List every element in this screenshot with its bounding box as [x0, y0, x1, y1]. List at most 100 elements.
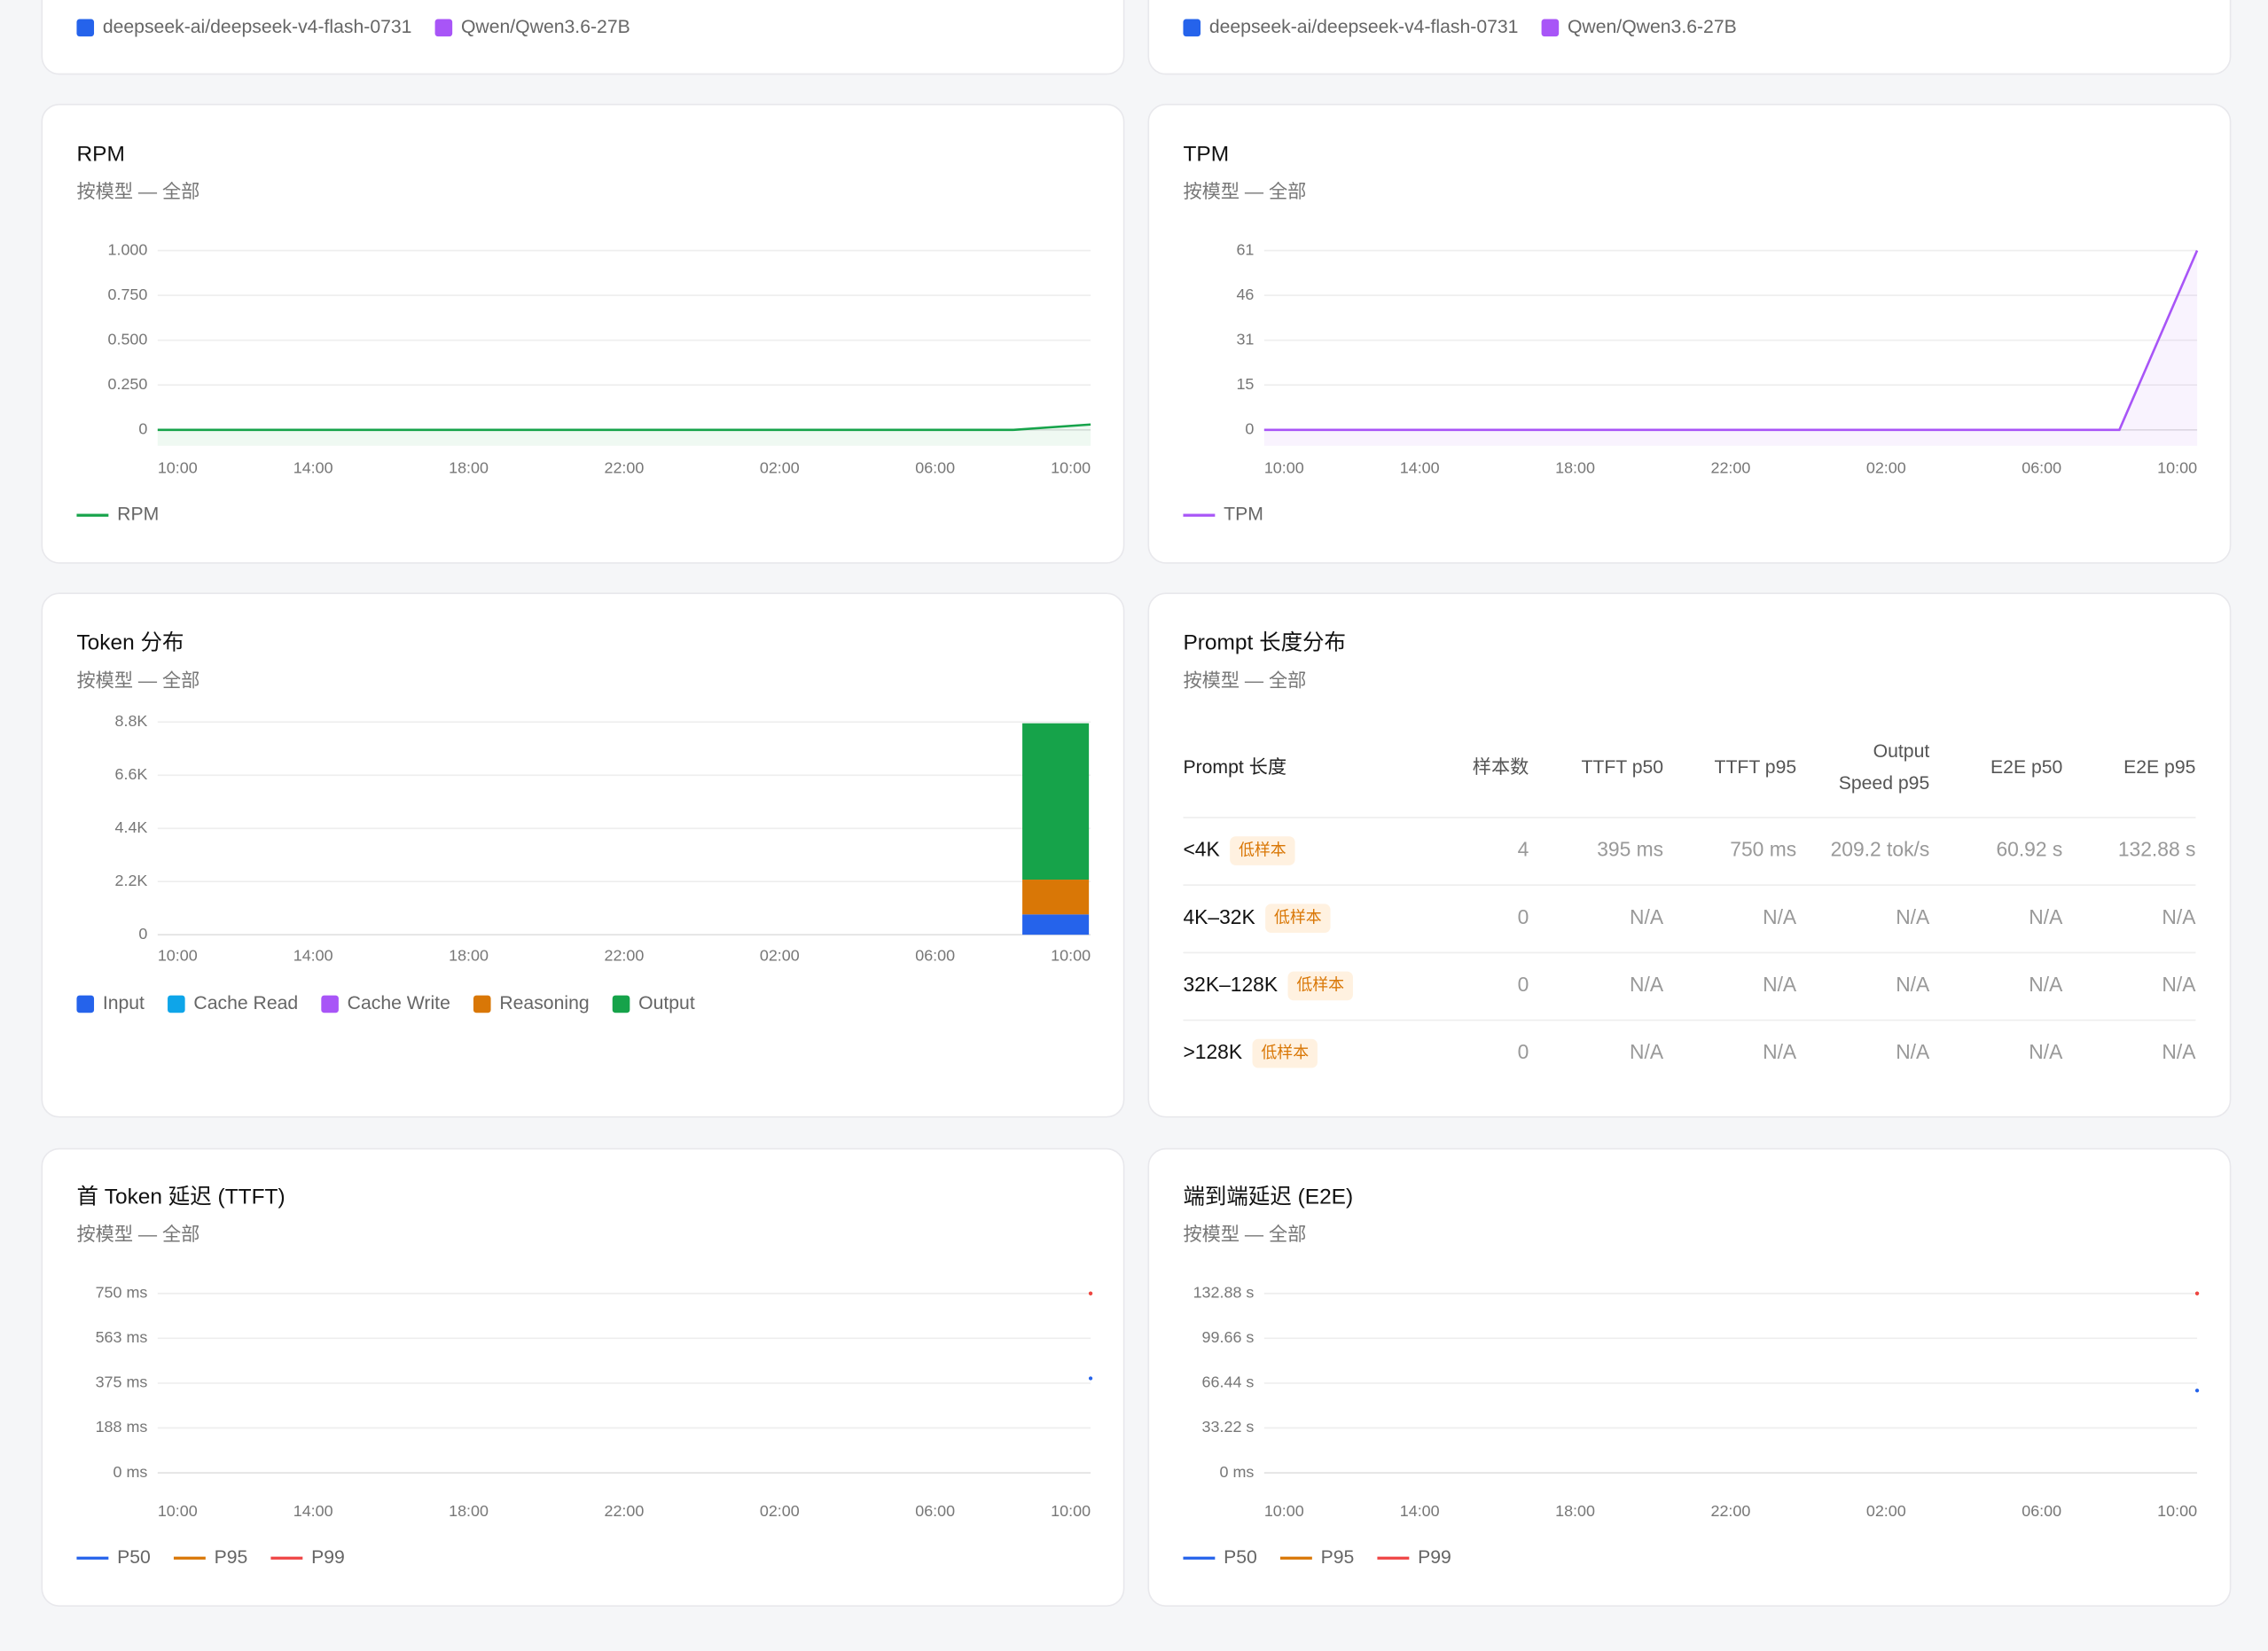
legend-swatch [76, 995, 95, 1013]
y-tick-label: 66.44 s [1202, 1373, 1255, 1391]
row-label: >128K [1183, 1040, 1242, 1063]
table-cell: N/A [1630, 1040, 1664, 1063]
legend-swatch [1541, 19, 1560, 37]
table-header: E2E p95 [2123, 757, 2195, 778]
legend-label: Cache Write [348, 993, 450, 1013]
x-tick-label: 14:00 [293, 946, 333, 964]
card [41, 592, 1125, 1118]
table-cell: N/A [1763, 1040, 1797, 1063]
card [41, 0, 1125, 75]
table-cell: N/A [1630, 905, 1664, 928]
table-cell: N/A [2029, 973, 2063, 996]
legend-label: Qwen/Qwen3.6-27B [1568, 17, 1737, 37]
y-tick-label: 132.88 s [1193, 1283, 1255, 1301]
legend-label: Qwen/Qwen3.6-27B [461, 17, 630, 37]
legend-label: Output [638, 993, 695, 1013]
data-point [1088, 1291, 1093, 1295]
table-cell: 132.88 s [2118, 838, 2196, 861]
x-tick-label: 10:00 [2157, 1502, 2197, 1520]
badge-label: 低样本 [1274, 908, 1322, 926]
x-tick-label: 02:00 [760, 459, 800, 477]
table-header: Speed p95 [1839, 773, 1930, 794]
x-tick-label: 18:00 [449, 1502, 489, 1520]
table-cell: 0 [1518, 905, 1529, 928]
table-cell: N/A [2162, 905, 2196, 928]
card [1147, 1147, 2232, 1607]
chart-subtitle: 按模型 — 全部 [76, 1224, 199, 1245]
table-cell: 209.2 tok/s [1831, 838, 1930, 861]
table-cell: 395 ms [1597, 838, 1663, 861]
table-cell: N/A [1896, 905, 1930, 928]
legend-label: P99 [311, 1547, 345, 1568]
y-tick-label: 15 [1236, 375, 1254, 393]
legend-swatch [434, 19, 453, 37]
y-tick-label: 33.22 s [1202, 1418, 1255, 1436]
y-tick-label: 46 [1236, 286, 1254, 303]
y-tick-label: 0 [138, 420, 147, 438]
y-tick-label: 6.6K [114, 765, 147, 783]
x-tick-label: 06:00 [915, 459, 955, 477]
x-tick-label: 10:00 [158, 1502, 198, 1520]
table-cell: 750 ms [1730, 838, 1796, 861]
chart-subtitle: 按模型 — 全部 [76, 181, 199, 202]
legend-label: Reasoning [499, 993, 589, 1013]
row-label: <4K [1183, 838, 1219, 861]
table-header: E2E p50 [1990, 757, 2062, 778]
x-tick-label: 22:00 [604, 459, 644, 477]
chart-title: Token 分布 [76, 630, 184, 655]
x-tick-label: 18:00 [449, 459, 489, 477]
table-cell: 0 [1518, 973, 1529, 996]
x-tick-label: 10:00 [158, 946, 198, 964]
row-label: 32K–128K [1183, 973, 1278, 996]
table-cell: N/A [2029, 1040, 2063, 1063]
x-tick-label: 06:00 [2022, 459, 2061, 477]
legend-label: RPM [117, 505, 159, 525]
legend-label: P99 [1418, 1547, 1451, 1568]
y-tick-label: 0 [1245, 420, 1254, 438]
badge [1287, 971, 1353, 1001]
table-header: Output [1873, 741, 1930, 762]
badge [1230, 836, 1295, 865]
x-tick-label: 18:00 [1555, 1502, 1595, 1520]
x-tick-label: 22:00 [1710, 1502, 1750, 1520]
legend-swatch [473, 995, 491, 1013]
x-tick-label: 02:00 [760, 946, 800, 964]
table-cell: 4 [1518, 838, 1529, 861]
data-point [2194, 1291, 2200, 1295]
legend-swatch [1183, 19, 1201, 37]
table-cell: N/A [1896, 973, 1930, 996]
legend-label: P50 [1224, 1547, 1257, 1568]
chart-subtitle: 按模型 — 全部 [1183, 1224, 1306, 1245]
table-header: Prompt 长度 [1183, 756, 1287, 778]
x-tick-label: 10:00 [1264, 1502, 1304, 1520]
table-title: Prompt 长度分布 [1183, 630, 1346, 655]
bar-segment [1022, 723, 1090, 880]
y-tick-label: 0.750 [108, 286, 148, 303]
y-tick-label: 99.66 s [1202, 1328, 1255, 1346]
area [157, 424, 1091, 446]
card [1147, 592, 2232, 1118]
y-tick-label: 0 ms [113, 1463, 148, 1481]
chart-subtitle: 按模型 — 全部 [76, 669, 199, 691]
legend-swatch [321, 995, 339, 1013]
x-tick-label: 18:00 [449, 946, 489, 964]
table-cell: 0 [1518, 1040, 1529, 1063]
bar-segment [1022, 914, 1090, 935]
x-tick-label: 06:00 [915, 1502, 955, 1520]
y-tick-label: 0.500 [108, 330, 148, 348]
table-cell: N/A [2029, 905, 2063, 928]
y-tick-label: 188 ms [96, 1418, 148, 1436]
x-tick-label: 10:00 [1264, 459, 1304, 477]
chart-title: 端到端延迟 (E2E) [1183, 1185, 1353, 1209]
card [1147, 0, 2232, 75]
table-cell: N/A [2162, 1040, 2196, 1063]
y-tick-label: 8.8K [114, 712, 147, 730]
x-tick-label: 02:00 [760, 1502, 800, 1520]
row-label: 4K–32K [1183, 905, 1255, 928]
table-header: TTFT p95 [1715, 757, 1797, 778]
legend-label: P95 [215, 1547, 248, 1568]
y-tick-label: 31 [1236, 330, 1254, 348]
badge-label: 低样本 [1239, 841, 1287, 858]
